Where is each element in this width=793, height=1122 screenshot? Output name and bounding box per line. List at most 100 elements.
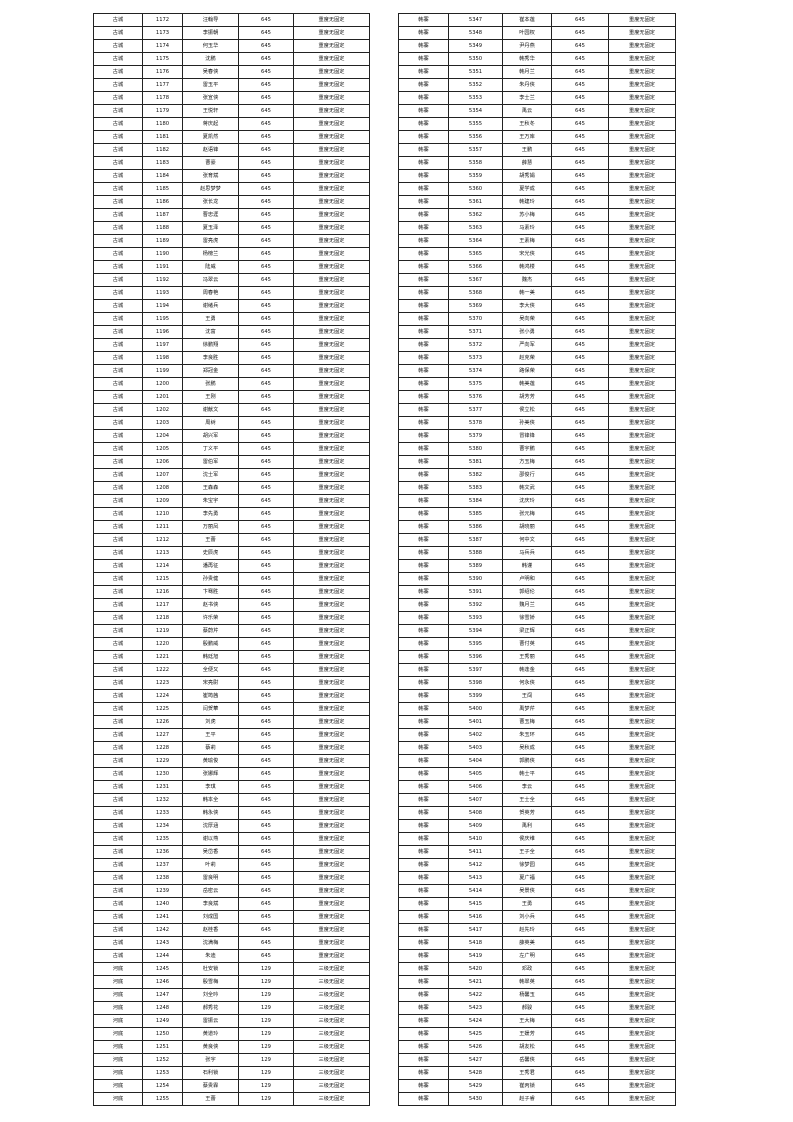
table-row: 古城 1176 吴春侠 645 重度无固定 xyxy=(93,65,370,79)
cell-number: 1188 xyxy=(142,221,183,235)
cell-number: 5386 xyxy=(448,520,503,534)
cell-amount: 645 xyxy=(551,143,609,157)
cell-category: 重度无固定 xyxy=(608,26,676,40)
cell-village: 古城 xyxy=(93,936,143,950)
cell-village: 韩寨 xyxy=(398,221,449,235)
cell-name: 夏玉泽 xyxy=(182,221,239,235)
cell-village: 古城 xyxy=(93,234,143,248)
cell-amount: 645 xyxy=(238,338,294,352)
cell-amount: 645 xyxy=(551,923,609,937)
cell-village: 古城 xyxy=(93,728,143,742)
cell-name: 王秀丽 xyxy=(502,650,552,664)
cell-number: 5359 xyxy=(448,169,503,183)
table-row: 韩寨 5381 方玉梅 645 重度无固定 xyxy=(398,455,676,469)
cell-number: 5390 xyxy=(448,572,503,586)
cell-category: 重度无固定 xyxy=(608,260,676,274)
cell-category: 三级无固定 xyxy=(293,988,370,1002)
cell-category: 重度无固定 xyxy=(608,715,676,729)
cell-name: 王大梅 xyxy=(502,1014,552,1028)
cell-amount: 645 xyxy=(551,52,609,66)
table-row: 韩寨 5418 薛英美 645 重度无固定 xyxy=(398,936,676,950)
cell-name: 丁义平 xyxy=(182,442,239,456)
cell-number: 1200 xyxy=(142,377,183,391)
table-row: 韩寨 5389 韩谨 645 重度无固定 xyxy=(398,559,676,573)
cell-name: 杨馨玉 xyxy=(502,988,552,1002)
cell-amount: 645 xyxy=(551,221,609,235)
table-row: 韩寨 5380 曹宇鹏 645 重度无固定 xyxy=(398,442,676,456)
cell-number: 1253 xyxy=(142,1066,183,1080)
table-row: 韩寨 5407 王士全 645 重度无固定 xyxy=(398,793,676,807)
cell-amount: 645 xyxy=(238,104,294,118)
cell-village: 古城 xyxy=(93,949,143,963)
cell-amount: 645 xyxy=(551,728,609,742)
table-row: 韩寨 5405 韩士平 645 重度无固定 xyxy=(398,767,676,781)
cell-village: 河底 xyxy=(93,1014,143,1028)
cell-amount: 645 xyxy=(238,585,294,599)
cell-category: 重度无固定 xyxy=(293,143,370,157)
cell-category: 三级无固定 xyxy=(293,1014,370,1028)
cell-category: 重度无固定 xyxy=(608,949,676,963)
cell-number: 5413 xyxy=(448,871,503,885)
cell-number: 5351 xyxy=(448,65,503,79)
cell-number: 1179 xyxy=(142,104,183,118)
cell-category: 重度无固定 xyxy=(293,702,370,716)
cell-category: 重度无固定 xyxy=(293,39,370,53)
table-row: 韩寨 5424 王大梅 645 重度无固定 xyxy=(398,1014,676,1028)
cell-number: 5357 xyxy=(448,143,503,157)
cell-category: 重度无固定 xyxy=(608,1040,676,1054)
cell-number: 1180 xyxy=(142,117,183,131)
cell-name: 陆威 xyxy=(182,260,239,274)
cell-number: 1221 xyxy=(142,650,183,664)
cell-name: 王勇 xyxy=(182,312,239,326)
cell-category: 重度无固定 xyxy=(608,156,676,170)
table-row: 韩寨 5358 薛慧 645 重度无固定 xyxy=(398,156,676,170)
cell-number: 1176 xyxy=(142,65,183,79)
cell-amount: 645 xyxy=(551,1079,609,1093)
right-table-body: 韩寨 5347 崔本莲 645 重度无固定 韩寨 5348 叶园权 645 重度无固定 韩寨 5349… xyxy=(398,13,676,1106)
table-row: 韩寨 5382 邵俊行 645 重度无固定 xyxy=(398,468,676,482)
cell-name: 曹豪 xyxy=(182,156,239,170)
cell-number: 1182 xyxy=(142,143,183,157)
cell-amount: 645 xyxy=(238,221,294,235)
cell-number: 5396 xyxy=(448,650,503,664)
cell-category: 重度无固定 xyxy=(608,455,676,469)
cell-village: 古城 xyxy=(93,468,143,482)
cell-number: 5427 xyxy=(448,1053,503,1067)
table-row: 古城 1204 胡兴军 645 重度无固定 xyxy=(93,429,370,443)
cell-village: 河底 xyxy=(93,1066,143,1080)
cell-amount: 645 xyxy=(551,364,609,378)
cell-number: 5364 xyxy=(448,234,503,248)
cell-number: 5399 xyxy=(448,689,503,703)
cell-amount: 645 xyxy=(551,455,609,469)
cell-number: 1183 xyxy=(142,156,183,170)
cell-village: 古城 xyxy=(93,286,143,300)
table-row: 韩寨 5385 张元梅 645 重度无固定 xyxy=(398,507,676,521)
table-row: 韩寨 5375 韩美莲 645 重度无固定 xyxy=(398,377,676,391)
cell-amount: 645 xyxy=(551,325,609,339)
cell-name: 韩翠英 xyxy=(502,975,552,989)
cell-village: 古城 xyxy=(93,221,143,235)
table-row: 韩寨 5356 王万库 645 重度无固定 xyxy=(398,130,676,144)
cell-village: 韩寨 xyxy=(398,65,449,79)
cell-category: 重度无固定 xyxy=(293,260,370,274)
cell-amount: 645 xyxy=(551,104,609,118)
cell-amount: 645 xyxy=(238,949,294,963)
cell-category: 重度无固定 xyxy=(293,286,370,300)
cell-name: 沈士军 xyxy=(182,468,239,482)
cell-name: 雷玉平 xyxy=(182,78,239,92)
cell-amount: 645 xyxy=(238,910,294,924)
table-row: 古城 1206 雷伯军 645 重度无固定 xyxy=(93,455,370,469)
cell-category: 重度无固定 xyxy=(608,663,676,677)
cell-name: 何永侠 xyxy=(502,676,552,690)
cell-amount: 645 xyxy=(238,533,294,547)
cell-village: 韩寨 xyxy=(398,416,449,430)
cell-name: 刘小兵 xyxy=(502,910,552,924)
cell-village: 古城 xyxy=(93,910,143,924)
cell-category: 重度无固定 xyxy=(293,364,370,378)
table-row: 韩寨 5422 杨馨玉 645 重度无固定 xyxy=(398,988,676,1002)
cell-name: 许乐荣 xyxy=(182,611,239,625)
cell-name: 韩本全 xyxy=(182,793,239,807)
table-row: 韩寨 5406 李云 645 重度无固定 xyxy=(398,780,676,794)
cell-amount: 645 xyxy=(238,299,294,313)
cell-name: 雷伯军 xyxy=(182,455,239,469)
